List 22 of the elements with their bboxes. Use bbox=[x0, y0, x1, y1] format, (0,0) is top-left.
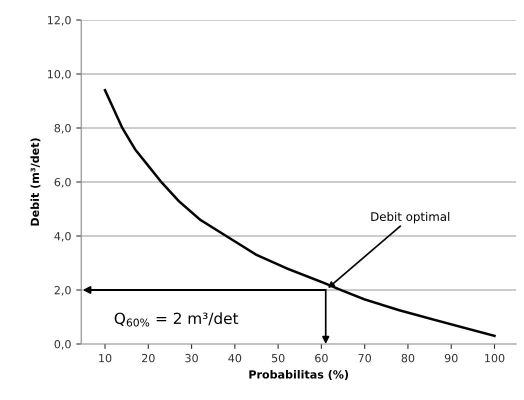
y-tick-label: 0,0 bbox=[54, 340, 71, 350]
x-tick-label: 10 bbox=[99, 354, 112, 362]
line-series bbox=[104, 88, 496, 338]
y-tick-label: 2,0 bbox=[54, 286, 71, 296]
y-tick-label: 8,0 bbox=[54, 124, 71, 134]
x-axis-title: Probabilitas (%) bbox=[249, 370, 348, 380]
x-tick-label: 70 bbox=[358, 354, 372, 362]
x-tick-label: 90 bbox=[444, 354, 458, 362]
x-tick-label: 60 bbox=[315, 354, 328, 362]
x-tick-label: 20 bbox=[142, 354, 155, 362]
x-tick-label: 100 bbox=[485, 354, 504, 362]
y-tick-label: 12,0 bbox=[48, 16, 71, 26]
annotation: Debit optimal bbox=[371, 212, 450, 224]
x-tick-label: 50 bbox=[272, 354, 284, 362]
y-tick-label: 6,0 bbox=[54, 178, 71, 188]
x-tick-label: 30 bbox=[185, 354, 198, 362]
x-tick-label: 80 bbox=[402, 354, 414, 362]
annotation: Q$_{60%}$ = 2 m³/det bbox=[114, 312, 238, 327]
x-tick-label: 40 bbox=[228, 354, 242, 362]
y-tick-label: 4,0 bbox=[54, 232, 71, 242]
y-axis-title: Debit (m³/det) bbox=[30, 138, 40, 226]
y-tick-label: 10,0 bbox=[48, 70, 71, 80]
